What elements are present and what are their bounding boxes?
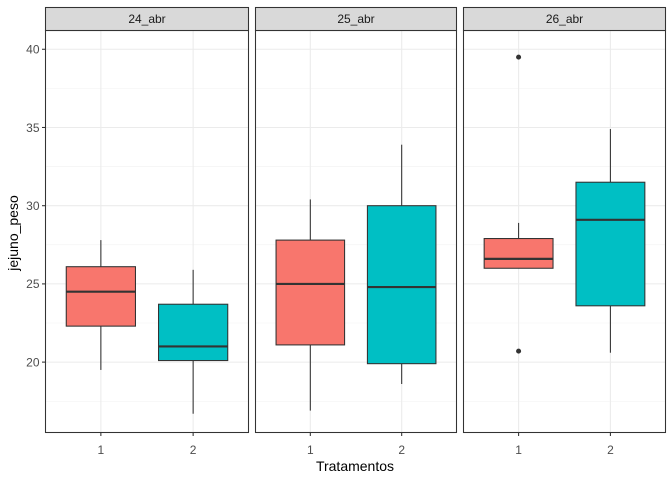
- box-25_abr-2: [366, 144, 437, 385]
- x-tick-label: 2: [607, 443, 614, 457]
- y-tick-label: 30: [26, 199, 40, 213]
- box-body: [157, 303, 229, 362]
- strip-label: 24_abr: [128, 12, 165, 26]
- box-body: [65, 266, 137, 327]
- box-26_abr-1: [483, 54, 554, 354]
- facet-panel-26_abr: 26_abr 1 2: [462, 6, 667, 457]
- y-tick-label: 40: [26, 43, 40, 57]
- box-26_abr-2: [575, 129, 646, 353]
- strip-background: [462, 6, 667, 32]
- facet-panel-24_abr: 24_abr 1 2: [44, 6, 250, 457]
- x-tick-label: 1: [98, 443, 105, 457]
- box-body: [366, 205, 437, 365]
- strip-label: 25_abr: [337, 12, 374, 26]
- panel-background: [45, 30, 249, 433]
- strip-background: [44, 6, 250, 32]
- box-body: [483, 238, 554, 269]
- outlier-point: [516, 54, 522, 60]
- facet-panel-25_abr: 25_abr 1 2: [254, 6, 458, 457]
- y-tick-label: 35: [26, 121, 40, 135]
- x-tick-label: 1: [307, 443, 314, 457]
- box-body: [275, 239, 346, 346]
- strip-label: 26_abr: [546, 12, 583, 26]
- box-25_abr-1: [275, 199, 346, 411]
- y-tick-label: 20: [26, 355, 40, 369]
- x-tick-label: 2: [190, 443, 197, 457]
- x-tick-label: 1: [515, 443, 522, 457]
- box-24_abr-1: [65, 240, 137, 370]
- box-body: [575, 181, 646, 307]
- box-24_abr-2: [157, 269, 229, 414]
- y-tick-label: 25: [26, 277, 40, 291]
- outlier-point: [516, 348, 522, 354]
- x-axis-title: Tratamentos: [316, 458, 394, 474]
- x-tick-label: 2: [398, 443, 405, 457]
- strip-background: [254, 6, 458, 32]
- y-axis-title: jejuno_peso: [5, 195, 21, 272]
